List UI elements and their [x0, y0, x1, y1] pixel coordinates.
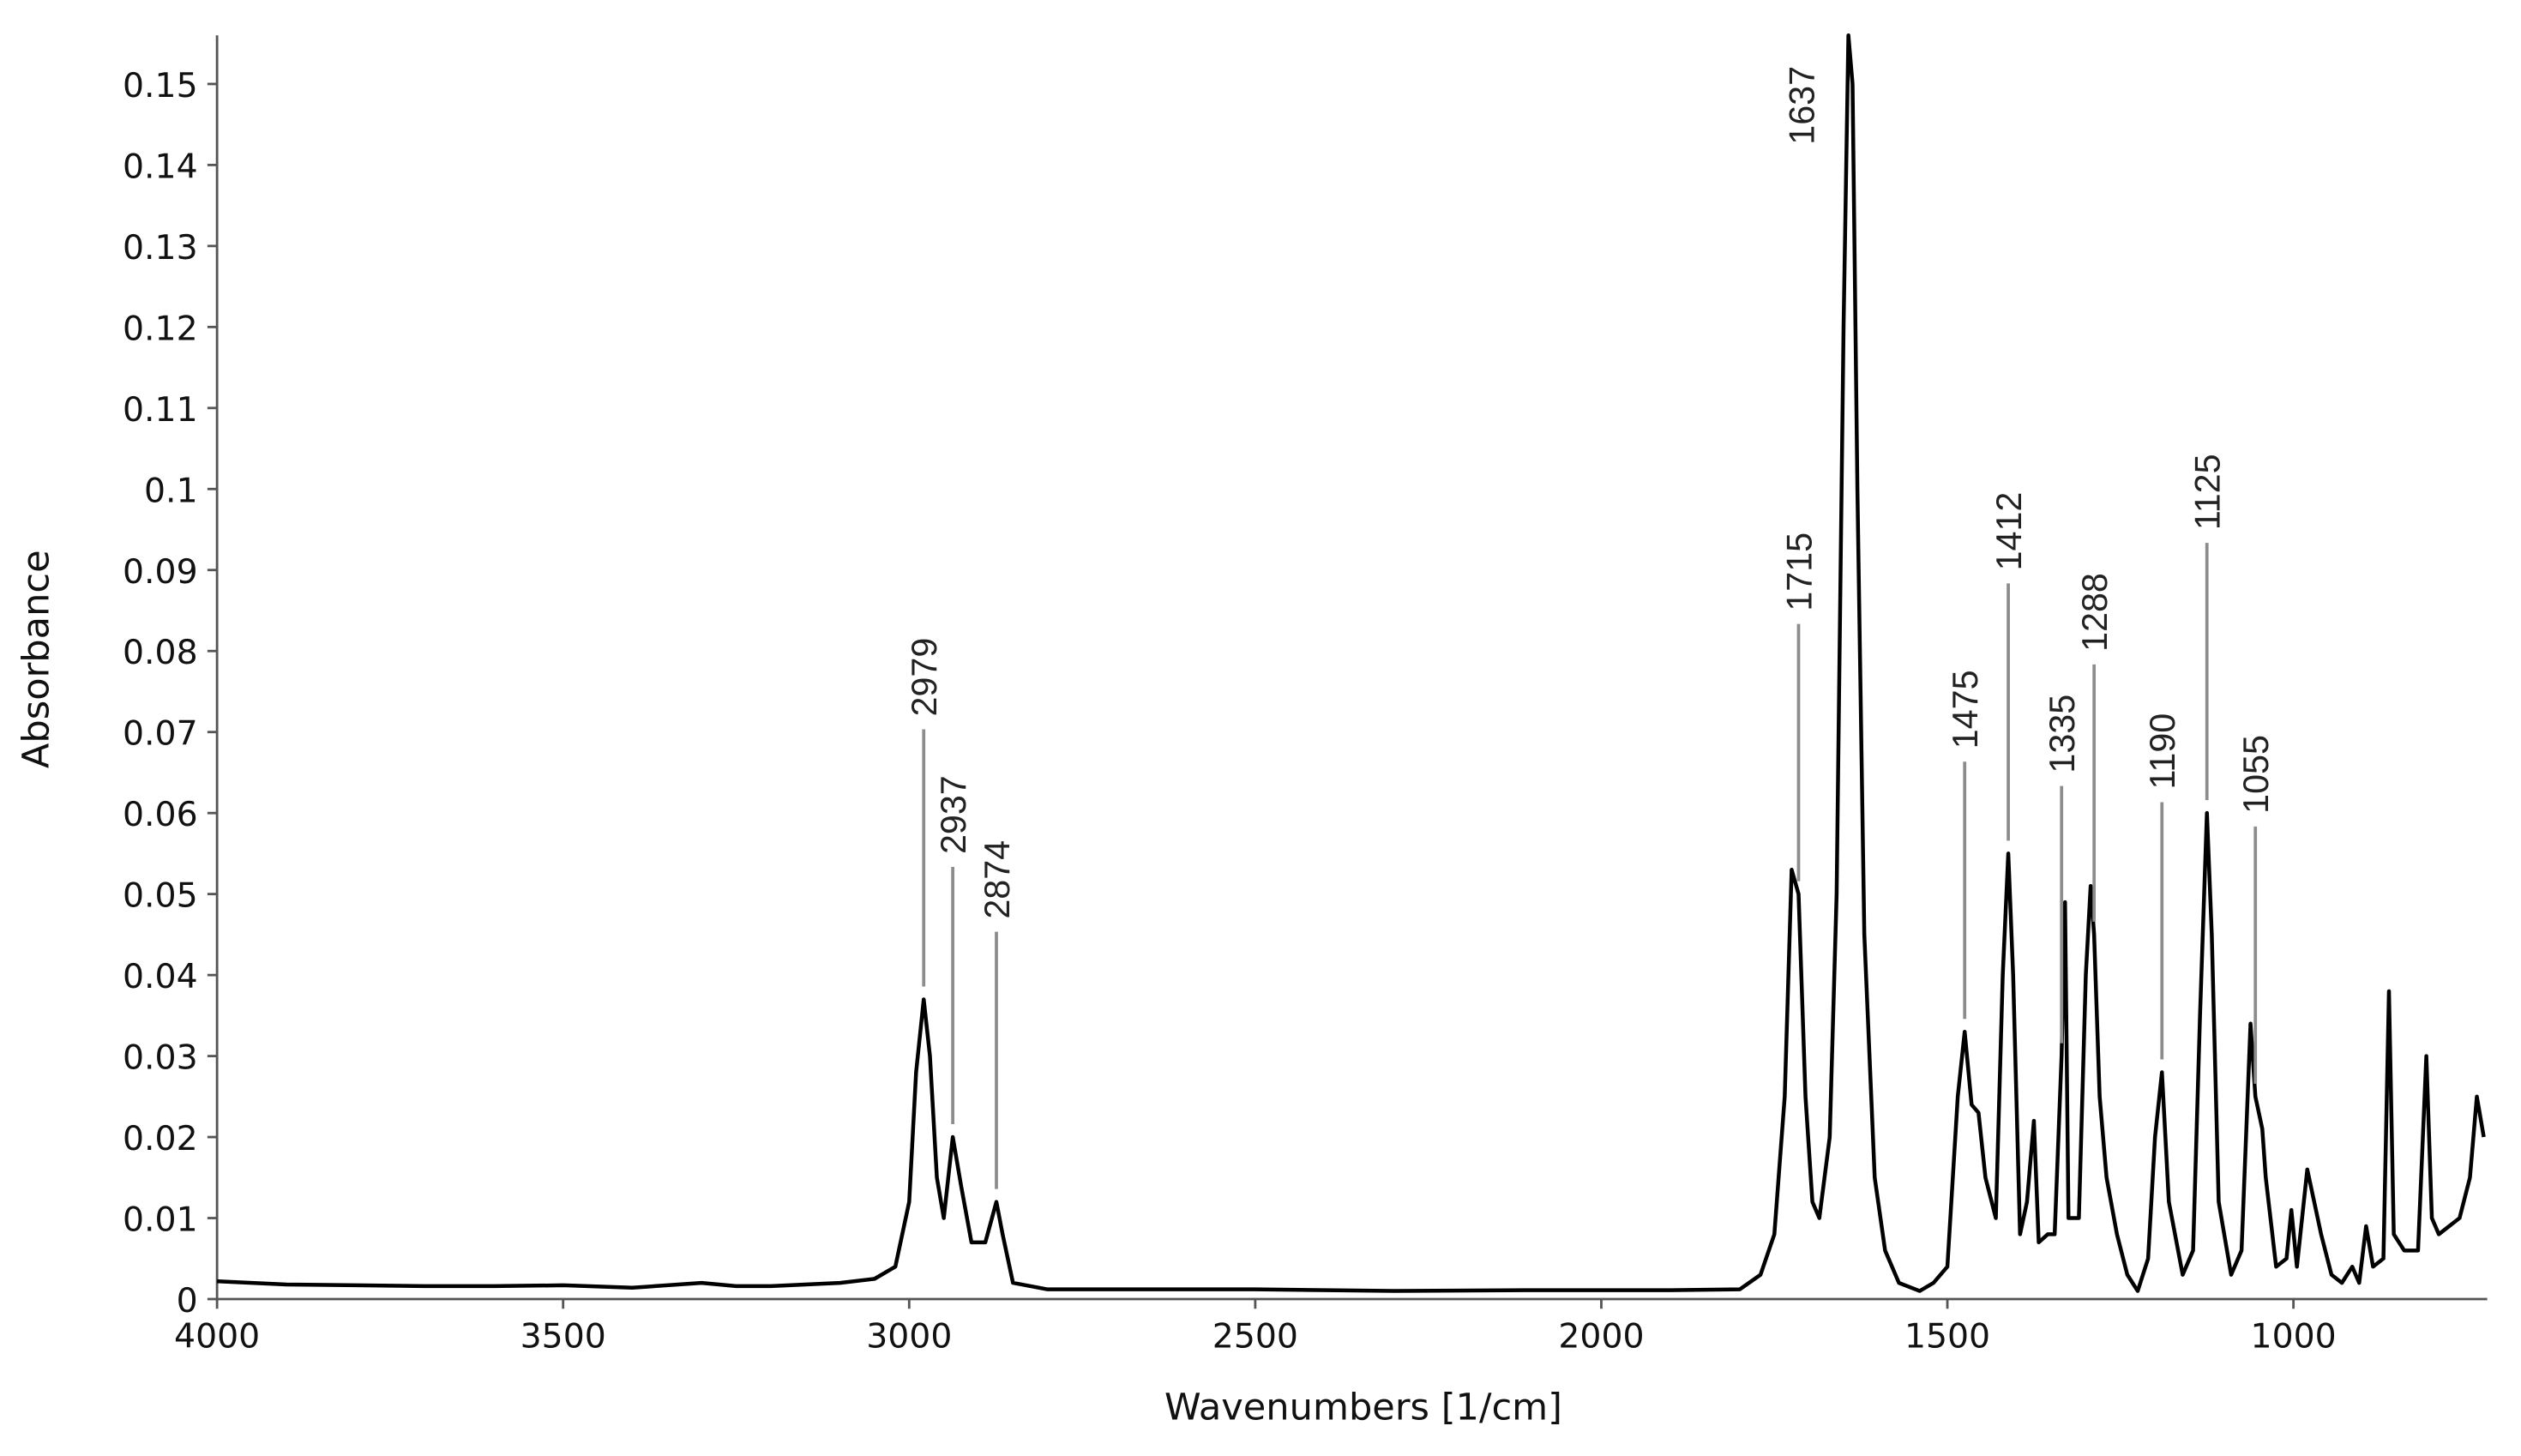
y-tick-label: 0.01 — [123, 1200, 198, 1240]
y-tick-label: 0.13 — [123, 228, 198, 268]
x-tick-label: 2000 — [1558, 1316, 1644, 1356]
peak-label: 1190 — [2143, 713, 2182, 790]
y-tick-label: 0.04 — [123, 957, 198, 996]
y-axis-title: Absorbance — [15, 550, 57, 768]
peak-label: 1412 — [1989, 492, 2029, 571]
x-axis-title: Wavenumbers [1/cm] — [1164, 1387, 1562, 1429]
y-tick-label: 0.05 — [123, 876, 198, 916]
peak-label: 1125 — [2188, 454, 2228, 530]
y-tick-label: 0.03 — [123, 1038, 198, 1078]
peak-label: 1637 — [1782, 66, 1821, 145]
y-tick-label: 0.12 — [123, 309, 198, 348]
y-tick-label: 0.15 — [123, 66, 198, 105]
x-tick-label: 4000 — [174, 1316, 260, 1356]
x-tick-label: 2500 — [1212, 1316, 1298, 1356]
peak-label: 1288 — [2075, 573, 2115, 652]
y-tick-label: 0.09 — [123, 552, 198, 592]
y-tick-label: 0.1 — [144, 471, 198, 510]
x-tick-label: 3500 — [520, 1316, 606, 1356]
peak-label: 1475 — [1946, 670, 1985, 749]
peak-label: 1335 — [2043, 695, 2082, 773]
y-tick-label: 0.02 — [123, 1119, 198, 1158]
x-tick-label: 3000 — [866, 1316, 952, 1356]
x-tick-label: 1000 — [2251, 1316, 2337, 1356]
y-tick-label: 0.11 — [123, 390, 198, 430]
y-tick-label: 0 — [177, 1281, 198, 1321]
spectrum-line — [217, 33, 2486, 1293]
x-tick-label: 1500 — [1904, 1316, 1990, 1356]
peak-label: 1055 — [2236, 735, 2276, 814]
y-tick-label: 0.07 — [123, 714, 198, 754]
y-tick-label: 0.06 — [123, 795, 198, 834]
y-tick-label: 0.08 — [123, 633, 198, 672]
peak-label: 2874 — [978, 840, 1017, 919]
y-tick-label: 0.14 — [123, 147, 198, 186]
peak-label: 1715 — [1779, 532, 1819, 611]
peak-label: 2979 — [905, 638, 944, 717]
peak-label: 2937 — [934, 775, 973, 854]
